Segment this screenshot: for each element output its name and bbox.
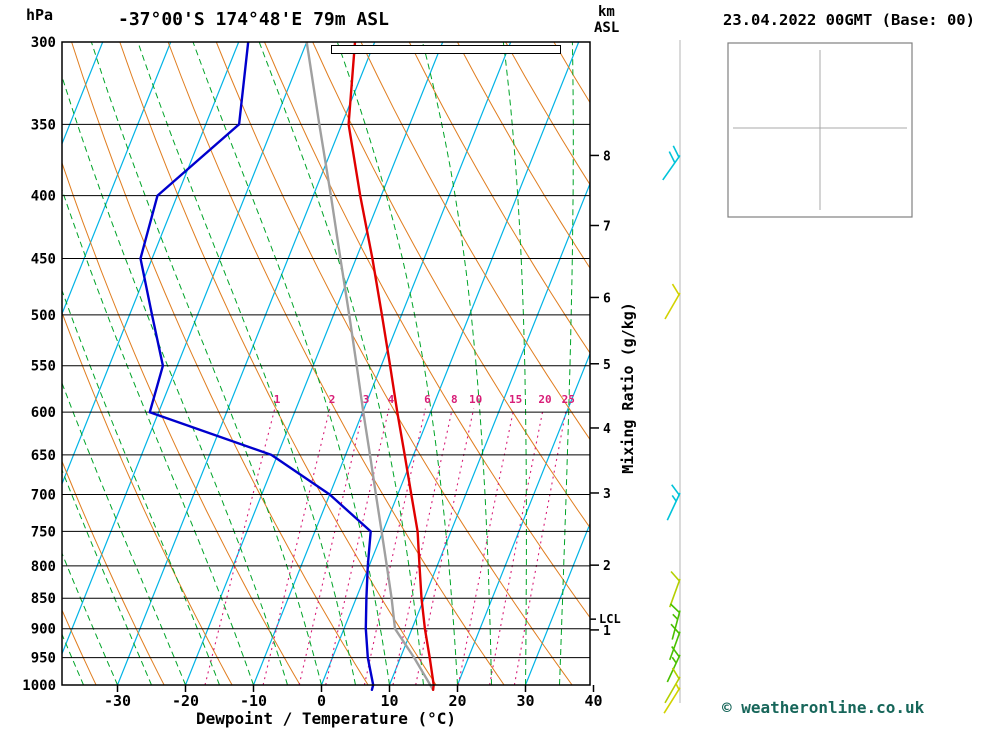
pressure-tick-label: 600 bbox=[31, 405, 56, 421]
pressure-tick-label: 750 bbox=[31, 524, 56, 540]
wind-barb bbox=[664, 667, 681, 704]
mixing-ratio-label: 2 bbox=[329, 393, 336, 406]
pressure-tick-label: 700 bbox=[31, 488, 56, 504]
mixing-ratio-label: 10 bbox=[469, 393, 482, 406]
lcl-label: LCL bbox=[599, 612, 621, 626]
mixing-ratio-label: 4 bbox=[388, 393, 395, 406]
wind-barb bbox=[662, 145, 681, 181]
km-tick-label: 4 bbox=[603, 422, 611, 437]
pressure-tick-label: 850 bbox=[31, 591, 56, 607]
km-axis-label: ASL bbox=[594, 20, 619, 36]
wind-barb bbox=[668, 623, 681, 661]
mixing-ratio-label: 25 bbox=[562, 393, 575, 406]
background-grid bbox=[62, 42, 590, 685]
pressure-tick-label: 400 bbox=[31, 189, 56, 205]
km-axis-label: km bbox=[598, 4, 615, 20]
wet-adiabat-lines bbox=[62, 42, 574, 685]
km-tick-label: 2 bbox=[603, 559, 611, 574]
temp-tick-label: -10 bbox=[240, 692, 267, 710]
dewpoint-curve bbox=[139, 42, 375, 691]
x-axis-title: Dewpoint / Temperature (°C) bbox=[196, 709, 456, 728]
chart-legend bbox=[331, 45, 561, 54]
pressure-tick-label: 800 bbox=[31, 559, 56, 575]
pressure-tick-label: 650 bbox=[31, 448, 56, 464]
wind-barb-column bbox=[662, 40, 681, 714]
sounding-curves bbox=[139, 42, 435, 691]
temp-tick-label: 30 bbox=[516, 692, 534, 710]
pressure-tick-label: 450 bbox=[31, 252, 56, 268]
wind-barb bbox=[669, 603, 681, 640]
skewt-diagram: 1 2 3 4 6 8 10 15 20 2530035040045050055060065070… bbox=[22, 4, 681, 728]
pressure-tick-label: 900 bbox=[31, 622, 56, 638]
km-tick-label: 1 bbox=[603, 624, 611, 639]
parcel-trajectory-curve bbox=[305, 42, 435, 691]
pressure-tick-label: 300 bbox=[31, 35, 56, 51]
hodograph-plot bbox=[727, 42, 913, 218]
mixing-ratio-label: 1 bbox=[274, 393, 281, 406]
km-tick-label: 5 bbox=[603, 358, 611, 373]
wind-barb bbox=[664, 283, 681, 320]
temp-tick-label: -30 bbox=[104, 692, 131, 710]
mixing-ratio-label: 15 bbox=[509, 393, 522, 406]
km-tick-label: 3 bbox=[603, 487, 611, 502]
temp-tick-label: 0 bbox=[317, 692, 326, 710]
pressure-tick-label: 550 bbox=[31, 359, 56, 375]
km-tick-label: 6 bbox=[603, 291, 611, 306]
pressure-tick-label: 500 bbox=[31, 308, 56, 324]
right-axis-title: Mixing Ratio (g/kg) bbox=[619, 302, 637, 474]
mixing-ratio-label: 6 bbox=[424, 393, 431, 406]
wind-barb bbox=[668, 570, 681, 608]
datetime-title: 23.04.2022 00GMT (Base: 00) bbox=[723, 11, 975, 29]
mixing-ratio-labels: 1 2 3 4 6 8 10 15 20 25 bbox=[274, 393, 575, 406]
pressure-unit-label: hPa bbox=[26, 6, 53, 24]
isotherm-lines bbox=[62, 42, 590, 685]
km-tick-label: 7 bbox=[603, 219, 611, 234]
pressure-tick-label: 350 bbox=[31, 117, 56, 133]
temp-tick-label: -20 bbox=[172, 692, 199, 710]
wind-barb bbox=[666, 484, 681, 521]
pressure-tick-label: 1000 bbox=[22, 678, 56, 694]
temp-tick-label: 40 bbox=[584, 692, 602, 710]
wind-barb bbox=[663, 682, 681, 714]
station-title: -37°00'S 174°48'E 79m ASL bbox=[118, 9, 389, 30]
mixing-ratio-label: 3 bbox=[363, 393, 370, 406]
temp-tick-label: 20 bbox=[448, 692, 466, 710]
pressure-tick-label: 950 bbox=[31, 651, 56, 667]
temperature-curve bbox=[347, 42, 435, 691]
copyright-text: © weatheronline.co.uk bbox=[722, 698, 925, 717]
temp-tick-label: 10 bbox=[380, 692, 398, 710]
mixing-ratio-label: 20 bbox=[538, 393, 551, 406]
mixing-ratio-label: 8 bbox=[451, 393, 458, 406]
km-tick-label: 8 bbox=[603, 149, 611, 164]
axis-labels: 3003504004505005506006507007508008509009… bbox=[22, 4, 637, 728]
